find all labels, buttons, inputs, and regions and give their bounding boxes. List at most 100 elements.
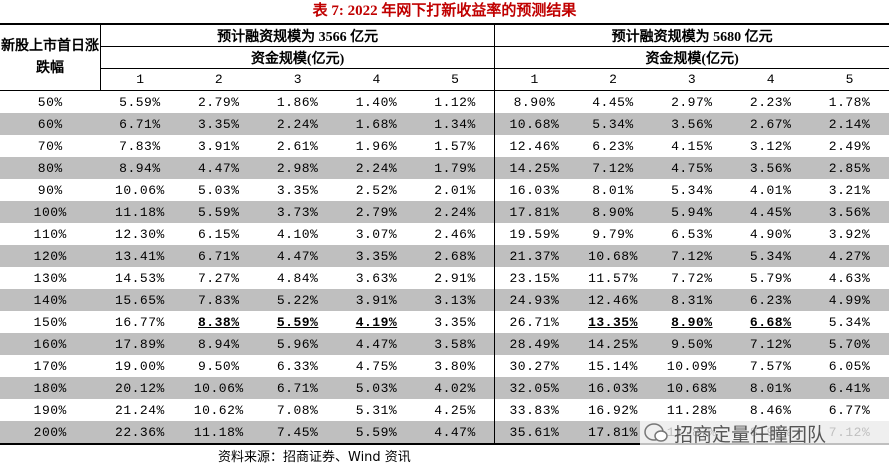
row-label: 90% bbox=[37, 182, 63, 198]
cell: 5.34% bbox=[573, 113, 653, 135]
column-header: 4 bbox=[337, 68, 416, 91]
column-header: 2 bbox=[573, 68, 653, 91]
cell: 2.61% bbox=[276, 138, 319, 154]
cell: 4.75% bbox=[355, 358, 398, 374]
cell: 16.77% bbox=[115, 314, 165, 330]
cell: 17.81% bbox=[573, 421, 653, 445]
table-body: 50% 5.59% 2.79% 1.86% 1.40% 1.12% 8.90% 4.45% 2.… bbox=[0, 90, 889, 445]
cell: 6.33% bbox=[276, 358, 319, 374]
column-header: 2 bbox=[179, 68, 259, 91]
row-label: 100% bbox=[0, 201, 101, 223]
cell: 10.68% bbox=[652, 377, 732, 399]
cell: 16.92% bbox=[588, 402, 638, 418]
watermark: 招商定量任瞳团队 bbox=[640, 418, 889, 448]
cell: 16.03% bbox=[494, 179, 574, 201]
row-label: 50% bbox=[37, 94, 63, 110]
column-header: 4 bbox=[731, 68, 811, 91]
cell: 35.61% bbox=[494, 421, 574, 445]
table-row: 180% 20.12% 10.06% 6.71% 5.03% 4.02% 32.05% 16.… bbox=[0, 377, 889, 399]
cell: 7.57% bbox=[749, 358, 792, 374]
cell: 6.71% bbox=[179, 245, 259, 267]
column-header: 3 bbox=[258, 68, 338, 91]
column-header: 5 bbox=[415, 68, 495, 91]
cell: 2.67% bbox=[731, 113, 811, 135]
cell: 3.21% bbox=[828, 182, 871, 198]
table-row: 110% 12.30% 6.15% 4.10% 3.07% 2.46% 19.59% 9.79… bbox=[0, 223, 889, 245]
cell: 2.79% bbox=[337, 201, 416, 223]
cell: 6.71% bbox=[258, 377, 338, 399]
column-header: 5 bbox=[810, 68, 889, 91]
cell: 28.49% bbox=[494, 333, 574, 355]
cell: 4.84% bbox=[276, 270, 319, 286]
cell: 5.34% bbox=[671, 182, 713, 198]
cell: 15.14% bbox=[588, 358, 638, 374]
table-row: 160% 17.89% 8.94% 5.96% 4.47% 3.58% 28.49% 14.2… bbox=[0, 333, 889, 355]
cell: 5.03% bbox=[337, 377, 416, 399]
cell: 10.06% bbox=[115, 182, 165, 198]
cell: 7.72% bbox=[671, 270, 713, 286]
cell: 1.78% bbox=[828, 94, 871, 110]
cell: 2.14% bbox=[810, 113, 889, 135]
cell: 5.03% bbox=[198, 182, 240, 198]
column-header: 1 bbox=[100, 68, 180, 91]
cell: 22.36% bbox=[100, 421, 180, 445]
cell: 17.81% bbox=[494, 201, 574, 223]
cell: 3.91% bbox=[337, 289, 416, 311]
table-row: 90% 10.06% 5.03% 3.35% 2.52% 2.01% 16.03% 8.01%… bbox=[0, 179, 889, 201]
cell: 2.52% bbox=[355, 182, 398, 198]
cell: 8.94% bbox=[100, 157, 180, 179]
row-label: 190% bbox=[33, 402, 67, 418]
cell: 6.53% bbox=[671, 226, 713, 242]
cell: 2.97% bbox=[671, 94, 713, 110]
row-label: 120% bbox=[0, 245, 101, 267]
group-header: 预计融资规模为 5680 亿元 bbox=[494, 23, 889, 47]
sub-header: 资金规模(亿元) bbox=[494, 46, 889, 69]
cell: 15.65% bbox=[100, 289, 180, 311]
cell: 14.53% bbox=[115, 270, 165, 286]
cell: 9.50% bbox=[198, 358, 240, 374]
row-label: 70% bbox=[37, 138, 63, 154]
column-header: 3 bbox=[652, 68, 732, 91]
cell: 4.27% bbox=[810, 245, 889, 267]
cell: 13.41% bbox=[100, 245, 180, 267]
cell: 3.12% bbox=[749, 138, 792, 154]
cell: 1.40% bbox=[355, 94, 398, 110]
cell: 1.68% bbox=[337, 113, 416, 135]
cell: 6.05% bbox=[828, 358, 871, 374]
sub-header: 资金规模(亿元) bbox=[99, 46, 495, 69]
row-label-header: 新股上市首日涨跌幅 bbox=[0, 23, 101, 91]
cell: 23.15% bbox=[494, 267, 574, 289]
cell: 4.25% bbox=[434, 402, 476, 418]
table-row: 50% 5.59% 2.79% 1.86% 1.40% 1.12% 8.90% 4.45% 2.… bbox=[0, 90, 889, 113]
row-label: 160% bbox=[0, 333, 101, 355]
cell: 6.77% bbox=[828, 402, 871, 418]
cell: 2.23% bbox=[749, 94, 792, 110]
cell: 4.47% bbox=[179, 157, 259, 179]
table-row: 170% 19.00% 9.50% 6.33% 4.75% 3.80% 30.27% 15.1… bbox=[0, 355, 889, 377]
cell: 8.46% bbox=[749, 402, 792, 418]
cell: 8.94% bbox=[179, 333, 259, 355]
cell: 3.80% bbox=[434, 358, 476, 374]
watermark-text: 招商定量任瞳团队 bbox=[674, 423, 827, 446]
cell: 30.27% bbox=[494, 355, 574, 377]
cell: 20.12% bbox=[100, 377, 180, 399]
cell: 1.86% bbox=[276, 94, 319, 110]
cell: 19.59% bbox=[494, 223, 574, 245]
cell: 4.90% bbox=[749, 226, 792, 242]
row-label: 130% bbox=[33, 270, 67, 286]
cell: 2.98% bbox=[258, 157, 338, 179]
table-row: 190% 21.24% 10.62% 7.08% 5.31% 4.25% 33.83% 16.… bbox=[0, 399, 889, 421]
table-header: 新股上市首日涨跌幅 预计融资规模为 3566 亿元 预计融资规模为 5680 亿… bbox=[0, 23, 889, 91]
cell: 33.83% bbox=[494, 399, 574, 421]
cell: 2.49% bbox=[828, 138, 871, 154]
cell: 4.45% bbox=[592, 94, 634, 110]
table-row: 130% 14.53% 7.27% 4.84% 3.63% 2.91% 23.15% 11.5… bbox=[0, 267, 889, 289]
cell: 4.10% bbox=[276, 226, 319, 242]
cell: 21.24% bbox=[115, 402, 165, 418]
cell: 5.31% bbox=[355, 402, 398, 418]
cell: 7.08% bbox=[276, 402, 319, 418]
row-label: 150% bbox=[33, 314, 67, 330]
cell: 5.59% bbox=[179, 201, 259, 223]
